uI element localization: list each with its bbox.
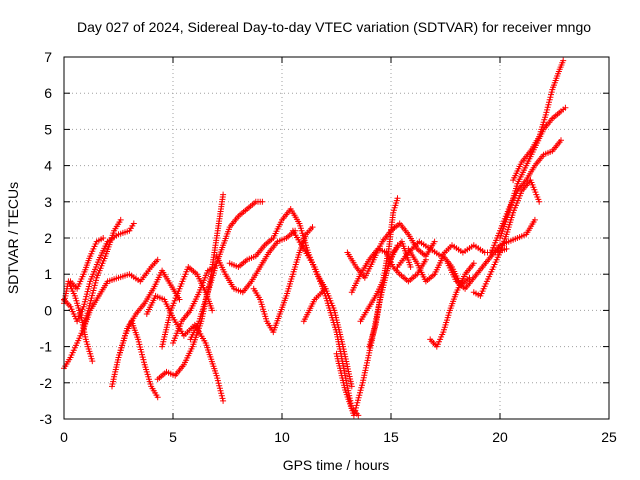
- data-point: [154, 256, 161, 263]
- data-point: [80, 303, 87, 310]
- data-point: [259, 198, 266, 205]
- series-arc-08: [143, 292, 227, 404]
- x-tick-label: 10: [274, 429, 290, 445]
- data-point: [544, 106, 551, 113]
- series-arc-14: [226, 206, 329, 292]
- data-point: [93, 277, 99, 284]
- data-point: [562, 104, 569, 111]
- data-point: [136, 341, 143, 348]
- data-point: [503, 245, 510, 252]
- series-arc-30: [510, 57, 567, 184]
- data-point: [353, 402, 360, 409]
- series-line: [229, 208, 327, 289]
- data-point: [309, 224, 316, 231]
- series-arc-11: [170, 264, 218, 346]
- data-point: [531, 216, 538, 223]
- data-point: [218, 392, 225, 399]
- data-point: [470, 260, 477, 267]
- data-point: [89, 292, 96, 299]
- y-tick-label: 5: [44, 121, 52, 137]
- y-tick-label: 7: [44, 49, 52, 65]
- data-point: [394, 195, 401, 202]
- series-arc-09: [154, 191, 227, 383]
- data-point: [130, 220, 137, 227]
- x-axis-label: GPS time / hours: [283, 457, 390, 473]
- series-arc-20: [344, 220, 438, 281]
- data-point: [214, 377, 221, 384]
- data-point: [348, 383, 355, 390]
- y-tick-label: 1: [44, 266, 52, 282]
- x-tick-label: 25: [601, 429, 617, 445]
- y-tick-label: -2: [40, 375, 53, 391]
- data-point: [91, 285, 98, 291]
- x-tick-label: 0: [60, 429, 68, 445]
- data-point: [220, 191, 227, 198]
- series-arc-04: [80, 256, 161, 332]
- data-point: [82, 296, 89, 303]
- series-arc-12: [187, 198, 266, 343]
- x-tick-label: 15: [383, 429, 399, 445]
- x-tick-label: 20: [492, 429, 508, 445]
- data-point: [100, 235, 107, 241]
- data-point: [558, 137, 564, 144]
- series-arc-29: [497, 104, 569, 241]
- series-arc-25: [427, 260, 477, 350]
- y-tick-label: -3: [40, 411, 53, 427]
- data-point: [216, 385, 223, 392]
- data-point: [140, 356, 147, 363]
- data-point: [209, 307, 216, 314]
- x-axis-tick-labels: 0 5 10 15 20 25: [60, 429, 617, 445]
- data-point: [407, 264, 414, 270]
- y-tick-label: 2: [44, 230, 52, 246]
- data-point: [547, 94, 554, 101]
- series-arc-05: [67, 235, 107, 292]
- y-tick-label: 0: [44, 302, 52, 318]
- y-tick-label: -1: [40, 339, 53, 355]
- data-point: [84, 288, 91, 295]
- chart-title: Day 027 of 2024, Sidereal Day-to-day VTE…: [77, 19, 591, 35]
- series-arc-17: [300, 285, 355, 390]
- data-point: [536, 198, 543, 205]
- y-tick-label: 6: [44, 85, 52, 101]
- series-arc-10: [159, 264, 216, 350]
- series-arc-15: [250, 224, 316, 336]
- axis-ticks: [63, 56, 610, 420]
- series-line: [368, 198, 398, 347]
- series-arc-01: [61, 216, 124, 372]
- y-tick-label: 3: [44, 194, 52, 210]
- series-line: [499, 107, 566, 239]
- data-point: [87, 300, 94, 307]
- data-point: [560, 57, 567, 64]
- data-point: [86, 281, 93, 287]
- data-point: [89, 358, 96, 365]
- y-axis-tick-labels: -3 -2 -1 0 1 2 3 4 5 6 7: [40, 49, 53, 427]
- y-axis-label: SDTVAR / TECUs: [5, 182, 21, 294]
- data-point: [117, 216, 124, 223]
- series-layer: [61, 57, 569, 419]
- data-point: [176, 296, 183, 303]
- series-line: [473, 179, 540, 297]
- series-arc-06: [109, 318, 161, 401]
- series-arc-27: [470, 177, 543, 299]
- x-tick-label: 5: [169, 429, 177, 445]
- data-point: [154, 394, 161, 401]
- data-point: [220, 397, 227, 404]
- data-point: [431, 238, 438, 245]
- series-arc-21: [366, 195, 401, 350]
- data-point: [546, 99, 552, 106]
- data-point: [138, 349, 145, 355]
- y-tick-label: 4: [44, 158, 52, 174]
- series-line: [146, 295, 224, 402]
- series-arc-22: [357, 238, 414, 325]
